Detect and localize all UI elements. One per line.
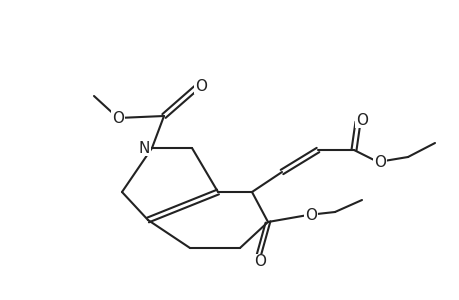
Text: O: O — [195, 79, 207, 94]
Text: O: O — [355, 112, 367, 128]
Text: O: O — [373, 154, 385, 169]
Text: N: N — [139, 140, 151, 155]
Text: O: O — [112, 110, 124, 125]
Text: O: O — [253, 254, 265, 269]
Text: O: O — [304, 208, 316, 223]
Text: N: N — [138, 140, 149, 155]
